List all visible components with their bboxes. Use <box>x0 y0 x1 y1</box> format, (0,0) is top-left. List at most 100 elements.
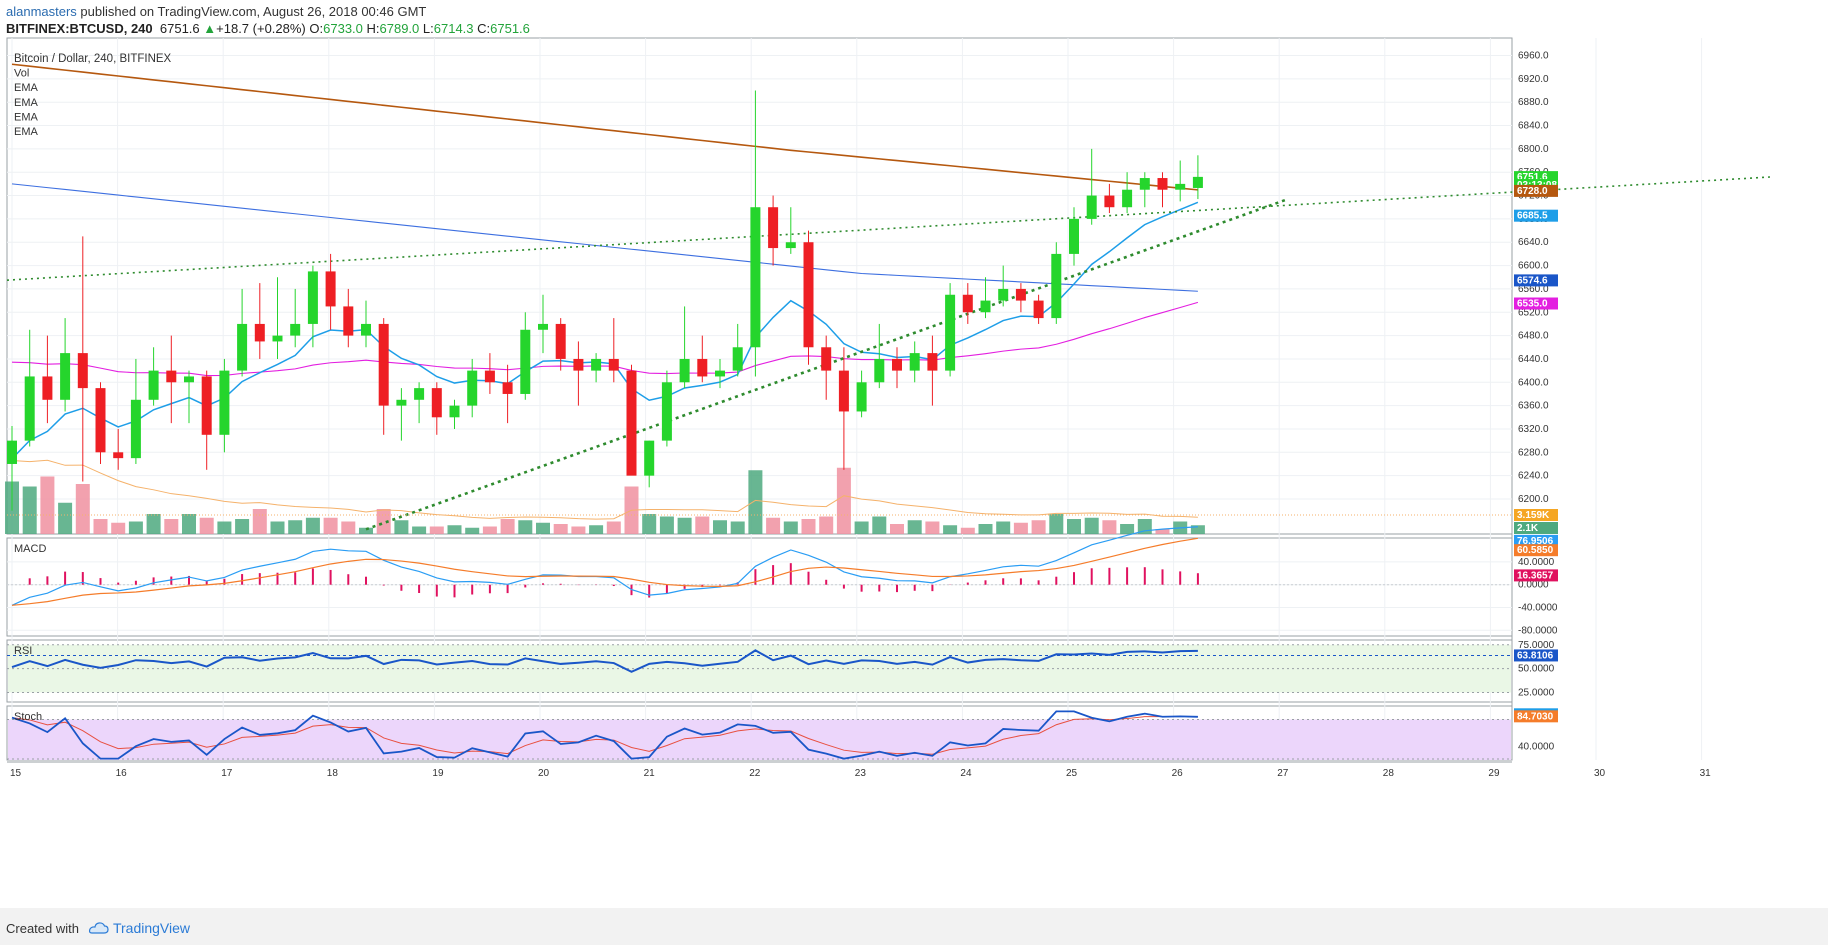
open-value: 6733.0 <box>323 21 363 36</box>
candle-body <box>715 370 725 377</box>
macd-signal-line <box>11 537 1198 606</box>
rsi-line <box>11 649 1198 673</box>
y-tick-label: 6800.0 <box>1518 144 1549 155</box>
candle-body <box>874 358 885 383</box>
stoch-band <box>8 719 1511 760</box>
candle-body <box>856 382 867 412</box>
volume-bar <box>907 520 922 534</box>
x-tick-label: 31 <box>1700 768 1712 779</box>
ema-50-line <box>11 301 1199 377</box>
candle-body <box>361 323 371 336</box>
tradingview-link[interactable]: TradingView <box>87 920 190 936</box>
volume-bar <box>93 519 108 534</box>
legend: Bitcoin / Dollar, 240, BITFINEX Vol EMA EMA… <box>14 53 172 138</box>
volume-bar <box>571 526 586 534</box>
x-tick-label: 18 <box>327 768 339 779</box>
volume-bar <box>75 484 90 534</box>
rsi-tick: 25.0000 <box>1518 687 1555 698</box>
candle-body <box>1192 176 1203 188</box>
volume-bar <box>890 524 904 534</box>
x-tick-label: 15 <box>10 768 22 779</box>
candle-body <box>378 323 389 406</box>
candle-body <box>1175 183 1186 190</box>
volume-bar <box>943 525 958 534</box>
volume-ma-tag-label: 3.159K <box>1517 510 1550 521</box>
candle-body <box>1139 178 1150 190</box>
upper-trendline <box>6 176 1773 281</box>
volume-bar <box>235 519 250 534</box>
candle-body <box>307 271 318 324</box>
high-label: H: <box>366 21 380 36</box>
legend-item: Vol <box>14 68 29 80</box>
candle-body <box>520 329 531 394</box>
candle-body <box>130 399 141 459</box>
volume-bar <box>22 486 37 534</box>
volume-bar <box>341 521 356 534</box>
y-tick-label: 6240.0 <box>1518 471 1549 482</box>
volume-bar <box>482 526 497 534</box>
close-label: C: <box>477 21 491 36</box>
last-price: 6751.6 <box>159 21 200 36</box>
footer-bar <box>0 908 1828 945</box>
ohlc-line: BITFINEX:BTCUSD, 240 6751.6 ▲+18.7 (+0.2… <box>6 21 530 36</box>
volume-bar <box>288 520 303 534</box>
candle-body <box>148 370 159 400</box>
x-tick-label: 29 <box>1488 768 1500 779</box>
price-chart[interactable]: 15 16 17 18 19 20 21 22 23 24 25 26 27 28 29 30 31 6960.0… <box>0 0 1828 908</box>
legend-title: Bitcoin / Dollar, 240, BITFINEX <box>14 53 172 65</box>
macd-tick: 40.0000 <box>1518 557 1555 568</box>
volume-bar <box>1067 519 1081 534</box>
volume-ma-line <box>11 459 1198 520</box>
volume-ma-tag <box>1514 509 1558 521</box>
macd-tick: 0.0000 <box>1518 580 1549 591</box>
legend-item: EMA <box>14 126 39 138</box>
candle-body <box>892 358 902 371</box>
candle-body <box>785 242 796 249</box>
volume-bar <box>978 524 993 534</box>
volume-bar <box>128 521 143 534</box>
macd-title: MACD <box>14 543 46 555</box>
candle-body <box>980 300 991 313</box>
y-tick-label: 6880.0 <box>1518 97 1549 108</box>
volume-bar <box>695 516 710 534</box>
volume-bar <box>766 517 781 534</box>
candle-body <box>60 353 71 400</box>
macd-tick: -80.0000 <box>1518 625 1558 636</box>
x-tick-label: 28 <box>1383 768 1395 779</box>
y-tick-label: 6480.0 <box>1518 331 1549 342</box>
candle-body <box>113 452 124 459</box>
close-value: 6751.6 <box>490 21 530 36</box>
volume-bar <box>1049 514 1064 534</box>
candle-body <box>1015 288 1026 301</box>
x-tick-label: 23 <box>855 768 867 779</box>
volume-bar <box>996 521 1011 534</box>
ema-100-line <box>11 183 1198 292</box>
candle-body <box>962 294 973 313</box>
volume-bar <box>305 517 320 534</box>
volume-bar <box>960 527 975 534</box>
stoch-d-line <box>11 716 1198 755</box>
rsi-tick: 50.0000 <box>1518 664 1555 675</box>
open-label: O: <box>309 21 324 36</box>
low-label: L: <box>422 21 434 36</box>
y-tick-label: 6960.0 <box>1518 51 1549 62</box>
candle-body <box>24 376 35 441</box>
rsi-tag <box>1514 649 1558 662</box>
macd-line <box>11 526 1198 606</box>
price-tag <box>1514 274 1558 287</box>
x-tick-label: 17 <box>221 768 233 779</box>
y-tick-label: 6640.0 <box>1518 237 1549 248</box>
x-tick-label: 25 <box>1066 768 1078 779</box>
candle-body <box>502 382 513 394</box>
candle-body <box>467 370 478 406</box>
macd-tag <box>1514 544 1558 557</box>
volume-bar <box>146 514 161 534</box>
volume-bar <box>270 521 285 534</box>
volume-bar <box>925 521 940 534</box>
high-value: 6789.0 <box>379 21 420 36</box>
volume-bar <box>111 522 126 534</box>
author-link[interactable]: alanmasters <box>6 4 77 19</box>
y-tick-label: 6400.0 <box>1518 377 1549 388</box>
candle-body <box>1122 189 1133 208</box>
candle-body <box>290 323 301 336</box>
